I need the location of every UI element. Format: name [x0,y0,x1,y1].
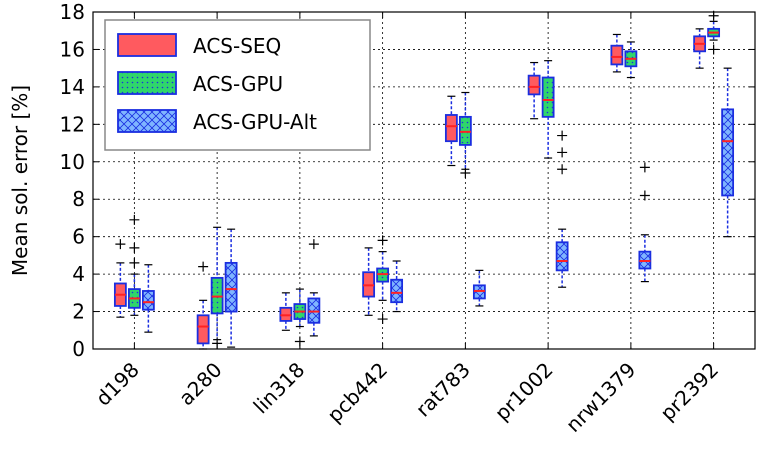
x-tick-label: pr1002 [490,358,558,426]
outlier-marker [377,314,388,325]
box-pattern [391,279,403,303]
box-pattern [722,109,734,196]
box-acs-seq [610,33,624,73]
y-tick-label: 10 [60,150,85,174]
box-acs-seq [279,292,293,331]
box-acs-seq [196,261,210,350]
y-tick-label: 0 [72,337,85,361]
outlier-marker [708,44,719,55]
outlier-marker [308,239,319,250]
box-pattern [542,77,554,117]
legend-label: ACS-SEQ [193,34,281,58]
y-tick-label: 6 [72,225,85,249]
outlier-marker [460,168,471,179]
outlier-marker [129,242,140,253]
outlier-marker [115,239,126,250]
y-tick-label: 8 [72,187,85,211]
x-tick-label: pr2392 [655,358,723,426]
box-pattern [142,290,154,310]
box-acs-gpu [210,226,224,349]
box-pattern [225,262,237,312]
y-tick-label: 16 [60,37,85,61]
legend: ACS-SEQ ACS-GPU ACS-GPU-Alt [104,19,371,151]
box-acs-gpu [707,10,721,55]
x-tick-label: a280 [174,358,227,411]
box-body [444,114,458,143]
box-body [196,314,210,345]
box-acs-gpu [376,235,390,325]
box-acs-gpu-alt [721,67,735,238]
box-acs-gpu-alt [472,269,486,307]
box-acs-gpu-alt [224,228,238,348]
x-tick-label: pcb442 [322,358,392,428]
legend-label: ACS-GPU-Alt [193,110,317,134]
legend-swatch-pattern [118,72,176,94]
outlier-marker [639,162,650,173]
outlier-marker [129,257,140,268]
y-tick-label: 12 [60,112,85,136]
box-acs-seq [362,247,376,316]
legend-label: ACS-GPU [193,72,283,96]
y-tick-label: 18 [60,0,85,24]
box-acs-gpu [127,214,141,316]
outlier-marker [639,190,650,201]
legend-swatch-pattern [118,110,176,132]
legend-swatch [117,33,177,57]
y-tick-label: 2 [72,300,85,324]
outlier-marker [198,261,209,272]
box-acs-gpu-alt [141,264,155,333]
box-acs-seq [527,61,541,120]
x-tick-label: lin318 [249,358,310,419]
box-acs-gpu-alt [638,162,652,283]
box-acs-gpu [541,60,555,159]
box-acs-seq [693,28,707,69]
box-acs-gpu-alt [307,239,321,337]
outlier-marker [557,130,568,141]
box-acs-gpu [624,41,638,79]
box-acs-seq [113,239,127,318]
box-acs-seq [444,95,458,167]
outlier-marker [129,214,140,225]
box-pattern [556,242,568,271]
box-acs-gpu-alt [390,260,404,313]
box-acs-gpu-alt [555,130,569,288]
x-tick-label: rat783 [411,358,475,422]
y-tick-label: 14 [60,75,85,99]
box-acs-gpu [458,91,472,179]
box-body [610,44,624,66]
y-tick-label: 4 [72,262,85,286]
outlier-marker [557,164,568,175]
outlier-marker [377,235,388,246]
box-acs-gpu [293,288,307,347]
x-tick-label: d198 [91,358,144,411]
axes-frame [92,11,756,350]
x-tick-label: nrw1379 [561,358,640,437]
outlier-marker [557,147,568,158]
box-body [527,74,541,96]
y-axis-label: Mean sol. error [%] [8,85,32,276]
